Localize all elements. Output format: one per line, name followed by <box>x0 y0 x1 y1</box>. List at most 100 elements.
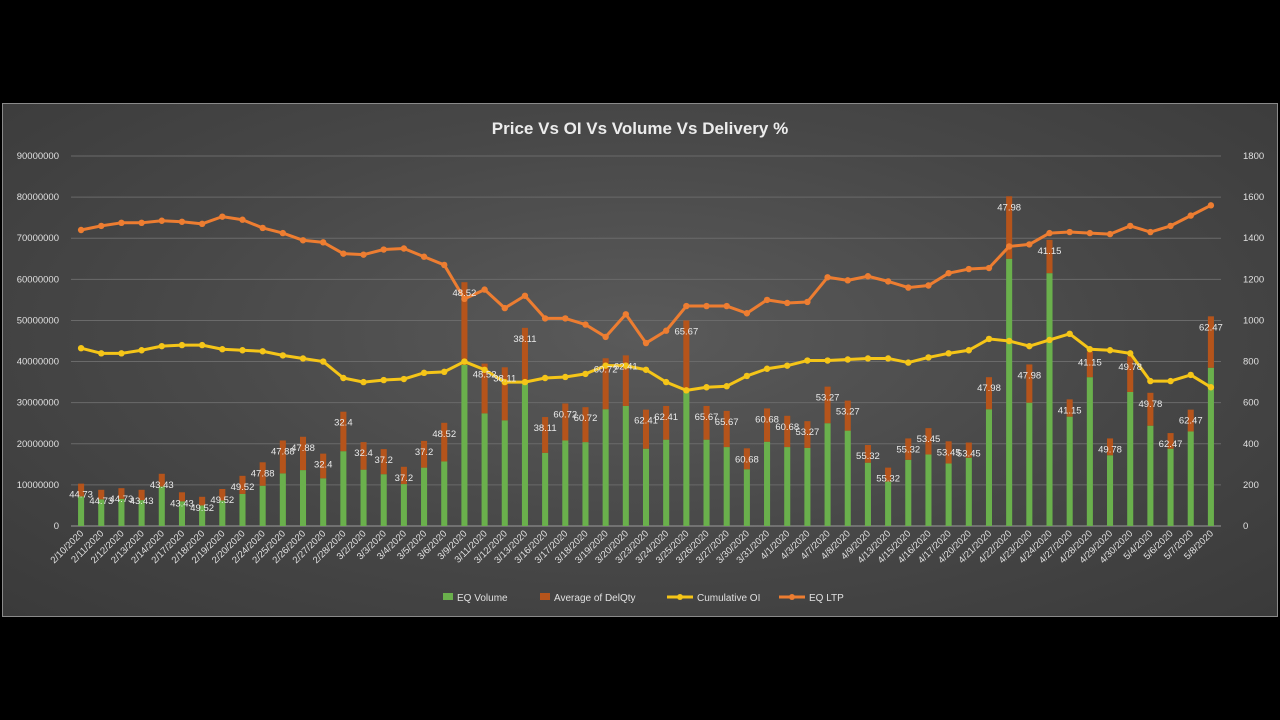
point-cumulative-oi <box>360 378 367 386</box>
point-eq-ltp <box>158 217 165 224</box>
bar-eq-volume <box>118 498 125 526</box>
data-label: 62.47 <box>1199 322 1223 333</box>
bar-avg-delqty <box>461 282 468 365</box>
point-cumulative-oi <box>804 357 811 364</box>
data-label: 32.4 <box>334 418 353 429</box>
bar-avg-delqty <box>562 403 569 441</box>
point-cumulative-oi <box>279 352 287 359</box>
data-label: 55.32 <box>856 451 880 462</box>
point-cumulative-oi <box>118 350 125 357</box>
y-axis-right: 0 200 400 600 800 1000 1200 1400 1600 1800 <box>1243 151 1264 532</box>
point-eq-ltp <box>703 302 710 310</box>
data-label: 49.52 <box>210 495 234 506</box>
point-eq-ltp <box>824 274 831 281</box>
data-label: 41.15 <box>1038 246 1062 257</box>
bar-eq-volume <box>642 448 650 526</box>
point-cumulative-oi <box>420 369 428 377</box>
bar-avg-delqty <box>279 440 286 474</box>
data-label: 48.52 <box>473 370 497 381</box>
bar-eq-volume <box>985 409 993 526</box>
point-eq-ltp <box>1167 222 1174 230</box>
bar-avg-delqty <box>885 467 892 482</box>
y2-tick-label: 0 <box>1243 521 1248 532</box>
point-cumulative-oi <box>198 341 206 349</box>
point-eq-ltp <box>118 219 125 227</box>
bar-avg-delqty <box>138 489 145 501</box>
y-tick-label: 40000000 <box>17 357 59 368</box>
point-eq-ltp <box>77 226 85 234</box>
point-cumulative-oi <box>703 384 710 391</box>
point-eq-ltp <box>138 219 145 227</box>
bar-eq-volume <box>320 478 327 526</box>
bar-avg-delqty <box>723 410 730 448</box>
bar-eq-volume <box>219 500 226 526</box>
bar-eq-volume <box>804 447 811 526</box>
bar-avg-delqty <box>118 488 125 499</box>
point-cumulative-oi <box>501 378 508 386</box>
point-cumulative-oi <box>562 373 569 381</box>
bar-avg-delqty <box>703 405 710 440</box>
bar-avg-delqty <box>1086 351 1093 378</box>
y2-tick-label: 1000 <box>1243 315 1264 326</box>
data-label: 47.88 <box>251 468 275 479</box>
point-cumulative-oi <box>461 358 468 365</box>
bar-eq-volume <box>663 439 670 526</box>
data-label: 32.4 <box>314 460 333 471</box>
line-eq-ltp <box>80 203 1212 345</box>
point-eq-ltp <box>521 292 529 299</box>
data-label: 60.72 <box>594 364 618 375</box>
point-eq-ltp <box>1046 229 1053 237</box>
chart-svg: Price Vs OI Vs Volume Vs Delivery % 0 100… <box>17 119 1264 604</box>
bar-avg-delqty <box>663 405 670 440</box>
point-cumulative-oi <box>683 387 690 394</box>
point-cumulative-oi <box>925 354 932 361</box>
point-cumulative-oi <box>884 355 892 362</box>
point-eq-ltp <box>1207 202 1215 209</box>
data-label: 49.78 <box>1098 444 1122 455</box>
legend-swatch <box>443 593 453 600</box>
bar-eq-volume <box>764 441 771 526</box>
legend-marker <box>789 594 795 600</box>
point-eq-ltp <box>219 213 226 220</box>
y-tick-label: 50000000 <box>17 315 59 326</box>
data-label: 37.2 <box>415 447 434 458</box>
bar-avg-delqty <box>521 327 528 383</box>
bar-eq-volume <box>400 484 407 526</box>
bar-avg-delqty <box>965 442 972 458</box>
bar-eq-volume <box>521 382 528 526</box>
bar-eq-volume <box>441 461 448 526</box>
top-black-bar <box>0 0 1280 103</box>
bar-avg-delqty <box>299 436 307 471</box>
bar-eq-volume <box>98 499 105 526</box>
data-label: 62.47 <box>1179 416 1203 427</box>
bar-eq-volume <box>945 463 952 526</box>
legend: EQ Volume Average of DelQty Cumulative OI E… <box>443 593 844 604</box>
bar-eq-volume <box>622 405 629 526</box>
data-label: 60.72 <box>574 413 598 424</box>
point-cumulative-oi <box>178 341 186 349</box>
bar-avg-delqty <box>1127 356 1134 392</box>
bar-eq-volume <box>542 452 549 526</box>
point-eq-ltp <box>743 310 751 317</box>
point-eq-ltp <box>965 265 973 273</box>
point-cumulative-oi <box>259 348 266 355</box>
bar-avg-delqty <box>784 415 791 448</box>
data-label: 65.67 <box>674 326 698 337</box>
bar-eq-volume <box>885 481 892 526</box>
point-eq-ltp <box>198 220 206 228</box>
bar-eq-volume <box>360 469 367 526</box>
point-eq-ltp <box>804 298 811 306</box>
data-label: 53.27 <box>816 393 840 404</box>
point-cumulative-oi <box>763 365 771 372</box>
y-tick-label: 20000000 <box>17 439 59 450</box>
legend-swatch <box>540 593 550 600</box>
bar-avg-delqty <box>582 407 589 443</box>
data-label: 60.68 <box>775 422 799 433</box>
point-cumulative-oi <box>905 359 912 366</box>
bar-eq-volume <box>199 505 206 526</box>
bar-avg-delqty <box>501 367 508 421</box>
bar-avg-delqty <box>400 466 407 485</box>
bar-eq-volume <box>501 420 508 526</box>
point-eq-ltp <box>985 264 993 272</box>
bar-eq-volume <box>1167 448 1174 526</box>
